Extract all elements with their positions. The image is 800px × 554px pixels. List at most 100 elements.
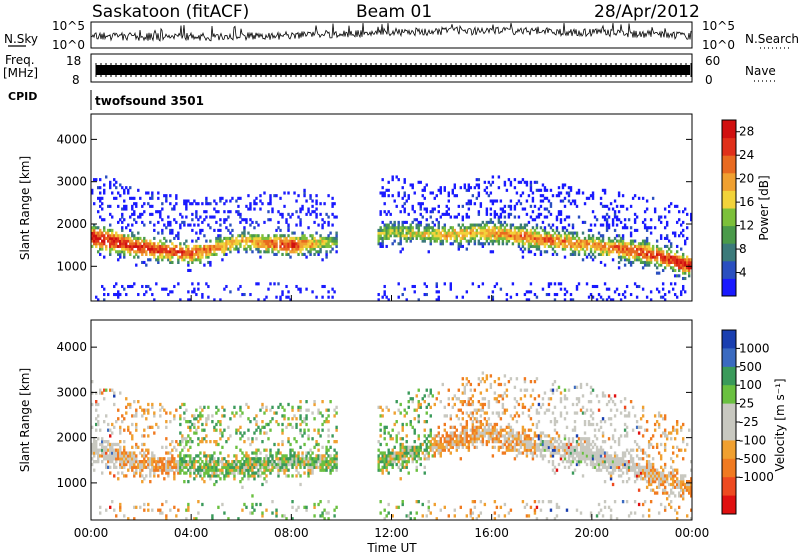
heatmap-cell (235, 428, 238, 432)
heatmap-cell (173, 250, 176, 254)
heatmap-cell (433, 234, 436, 238)
heatmap-cell (333, 239, 336, 243)
heatmap-cell (315, 250, 318, 254)
heatmap-cell (603, 282, 607, 286)
heatmap-cell (605, 218, 609, 222)
heatmap-cell (665, 263, 669, 267)
heatmap-cell (489, 437, 493, 441)
heatmap-cell (155, 244, 158, 248)
heatmap-cell (559, 282, 563, 286)
heatmap-cell (423, 434, 426, 438)
heatmap-cell (95, 422, 98, 427)
heatmap-cell (327, 220, 330, 224)
heatmap-cell (449, 451, 452, 455)
heatmap-cell (615, 223, 619, 227)
heatmap-cell (285, 460, 288, 464)
heatmap-cell (561, 228, 565, 232)
heatmap-cell (295, 210, 298, 214)
heatmap-cell (159, 247, 162, 251)
heatmap-cell (297, 194, 300, 198)
heatmap-cell (611, 244, 615, 248)
heatmap-cell (469, 223, 473, 227)
heatmap-cell (447, 212, 450, 216)
heatmap-cell (439, 437, 442, 441)
heatmap-cell (411, 231, 414, 235)
heatmap-cell (133, 400, 136, 404)
heatmap-cell (525, 437, 529, 441)
heatmap-cell (169, 468, 172, 472)
heatmap-cell (481, 397, 485, 401)
heatmap-cell (625, 226, 629, 230)
heatmap-cell (299, 239, 302, 243)
heatmap-cell (267, 422, 270, 427)
heatmap-cell (407, 451, 410, 455)
heatmap-cell (189, 258, 192, 262)
heatmap-cell (403, 445, 406, 449)
heatmap-cell (603, 244, 607, 248)
heatmap-cell (215, 239, 218, 243)
nsky-label: N.Sky (4, 32, 38, 46)
heatmap-cell (645, 252, 649, 256)
heatmap-cell (445, 204, 448, 208)
heatmap-cell (671, 268, 675, 273)
heatmap-cell (567, 236, 571, 240)
heatmap-cell (491, 425, 495, 429)
heatmap-cell (505, 292, 509, 297)
heatmap-cell (477, 428, 481, 432)
heatmap-cell (475, 183, 479, 187)
heatmap-cell (467, 414, 471, 418)
heatmap-cell (213, 250, 216, 254)
heatmap-cell (285, 425, 288, 429)
heatmap-cell (565, 244, 569, 248)
heatmap-cell (407, 231, 410, 235)
heatmap-cell (667, 290, 671, 294)
heatmap-cell (615, 204, 619, 208)
heatmap-cell (671, 287, 675, 291)
heatmap-cell (167, 468, 170, 472)
heatmap-cell (529, 448, 533, 452)
heatmap-cell (425, 514, 428, 518)
heatmap-cell (331, 196, 334, 200)
heatmap-cell (327, 420, 330, 424)
heatmap-cell (509, 180, 513, 184)
heatmap-cell (519, 388, 523, 392)
heatmap-cell (509, 207, 513, 211)
heatmap-cell (667, 247, 671, 251)
heatmap-cell (157, 508, 160, 512)
heatmap-cell (285, 236, 288, 240)
heatmap-cell (301, 454, 304, 458)
heatmap-cell (417, 500, 420, 504)
heatmap-cell (161, 247, 164, 251)
heatmap-cell (639, 260, 643, 264)
heatmap-cell (257, 425, 260, 429)
heatmap-cell (103, 236, 106, 240)
heatmap-cell (187, 505, 190, 509)
heatmap-cell (513, 228, 517, 232)
heatmap-cell (299, 207, 302, 211)
heatmap-cell (125, 247, 128, 251)
heatmap-cell (517, 228, 521, 232)
heatmap-cell (569, 202, 573, 206)
heatmap-cell (599, 244, 603, 248)
heatmap-cell (649, 231, 653, 235)
heatmap-cell (321, 514, 324, 518)
heatmap-cell (665, 234, 669, 238)
heatmap-cell (405, 440, 408, 444)
heatmap-cell (481, 242, 485, 246)
heatmap-cell (327, 454, 330, 458)
heatmap-cell (605, 242, 609, 246)
heatmap-cell (315, 242, 318, 246)
heatmap-cell (559, 212, 563, 216)
heatmap-cell (545, 239, 549, 243)
heatmap-cell (617, 250, 621, 254)
heatmap-cell (239, 215, 242, 219)
heatmap-cell (441, 212, 444, 216)
heatmap-cell (499, 287, 503, 291)
heatmap-cell (613, 236, 617, 240)
heatmap-cell (465, 226, 469, 230)
heatmap-cell (427, 505, 430, 509)
heatmap-cell (397, 228, 400, 232)
heatmap-cell (523, 440, 527, 444)
heatmap-cell (655, 287, 659, 291)
heatmap-cell (165, 460, 168, 464)
